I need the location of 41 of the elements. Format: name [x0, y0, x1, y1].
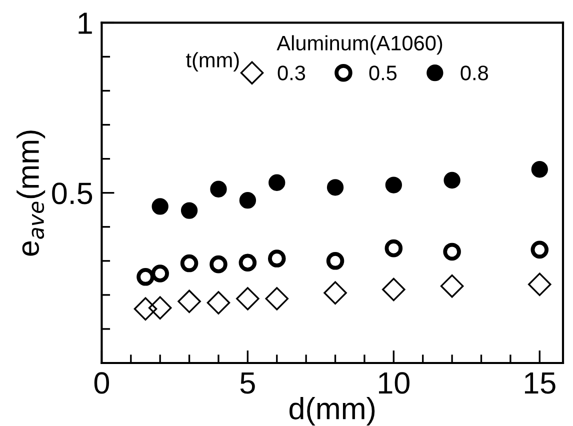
point	[236, 287, 260, 310]
point	[444, 172, 460, 189]
legend-label: 0.5	[369, 66, 397, 80]
point	[265, 287, 289, 310]
legend-title: Aluminum(A1060)	[276, 35, 442, 55]
point	[443, 242, 461, 261]
point	[268, 174, 286, 191]
x-axis-title: d(mm)	[290, 397, 375, 426]
x-tick-label: 0	[94, 372, 109, 394]
point	[136, 268, 154, 286]
point	[324, 281, 347, 305]
point	[326, 179, 344, 196]
point	[268, 250, 286, 268]
y-axis-title: e$_{ave}$(mm)	[16, 130, 46, 256]
point	[531, 161, 548, 178]
point	[151, 264, 169, 282]
point	[530, 240, 549, 259]
x-tick-label: 5	[240, 372, 255, 394]
point	[134, 297, 158, 321]
point	[528, 272, 552, 296]
point	[206, 291, 230, 314]
point	[148, 296, 172, 320]
point	[180, 202, 198, 219]
point	[152, 198, 168, 215]
legend-label: 0.3	[278, 66, 306, 80]
point	[210, 255, 228, 274]
legend-label: 0.8	[460, 66, 488, 80]
point	[385, 176, 402, 194]
point	[210, 180, 227, 198]
point	[238, 254, 257, 272]
point	[239, 192, 256, 209]
x-tick-label: 15	[524, 372, 556, 394]
point	[178, 290, 201, 314]
annotation: t(mm)	[186, 52, 239, 72]
y-tick-label: 1	[78, 12, 92, 34]
point	[382, 278, 406, 302]
point	[440, 274, 464, 298]
point	[326, 252, 344, 270]
x-tick-label: 10	[379, 372, 410, 394]
point	[384, 239, 403, 258]
point	[180, 254, 198, 272]
